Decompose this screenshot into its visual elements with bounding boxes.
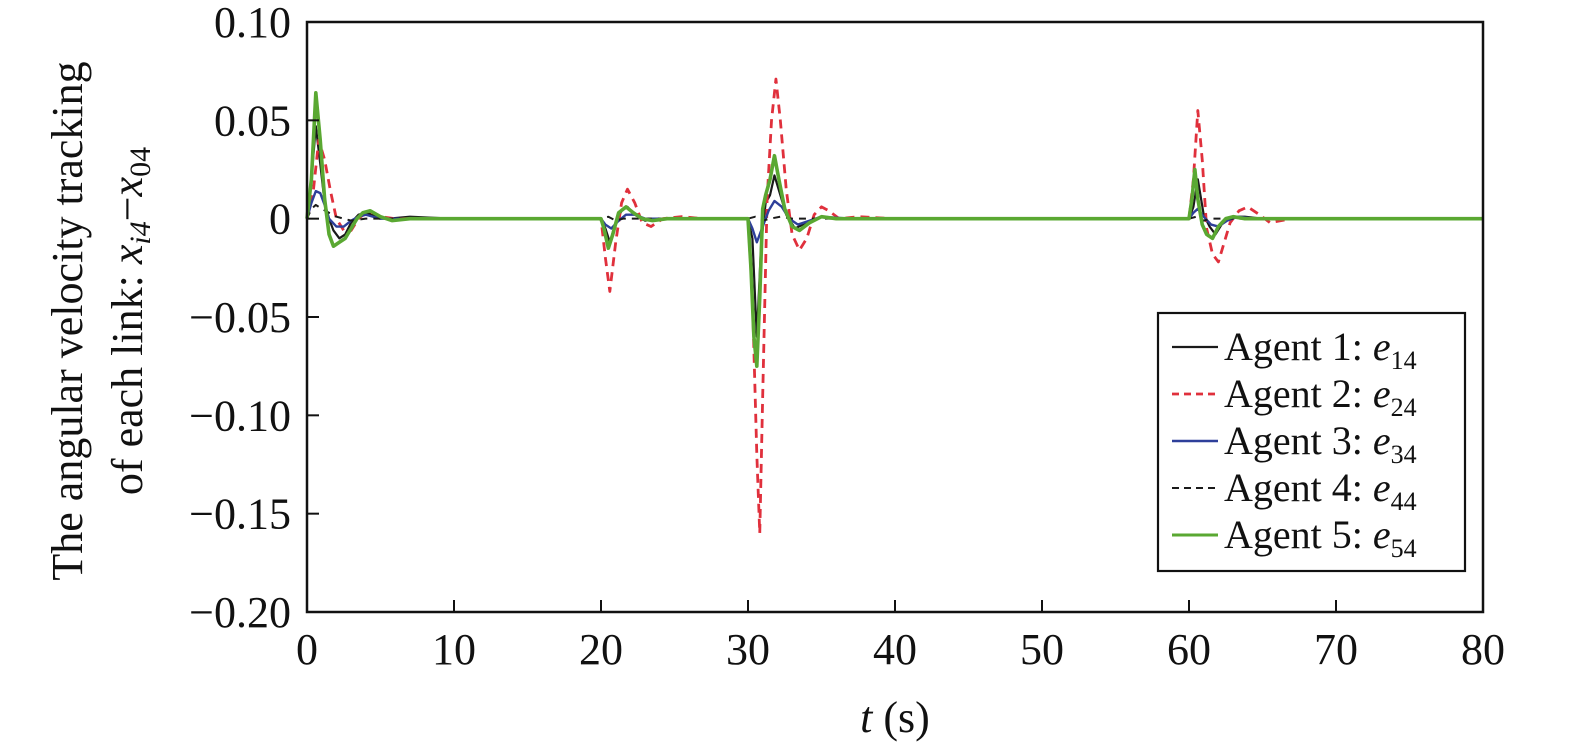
legend-label-var-3: e <box>1373 418 1391 463</box>
legend-label-var-1: e <box>1373 324 1391 369</box>
series-line-3 <box>305 189 1483 244</box>
x-tick-label-1: 10 <box>432 625 476 674</box>
legend-label-3: Agent 3: e34 <box>1224 418 1417 469</box>
legend-label-var-2: e <box>1373 371 1391 416</box>
x-tick-label-6: 60 <box>1167 625 1211 674</box>
y-tick-label-5: −0.15 <box>189 490 291 539</box>
y-axis-label-sub-b: 04 <box>124 147 157 177</box>
legend-label-name-4: Agent 4: <box>1224 465 1373 510</box>
x-tick-label-2: 20 <box>579 625 623 674</box>
x-tick-label-4: 40 <box>873 625 917 674</box>
y-axis-label-var-a: x <box>103 244 152 265</box>
y-tick-label-1: 0.05 <box>214 96 291 145</box>
x-tick-label-3: 30 <box>726 625 770 674</box>
y-axis-label-minus: − <box>103 196 152 221</box>
y-axis-ticks: 0.10 0.05 0 −0.05 −0.10 −0.15 −0.20 <box>189 0 319 637</box>
series-line-1 <box>305 125 1483 338</box>
x-axis-label-unit: (s) <box>872 693 929 742</box>
y-axis-label: The angular velocity tracking of each lin… <box>43 61 157 580</box>
x-axis-label-var: t <box>860 693 874 742</box>
legend-label-sub-4: 44 <box>1391 487 1417 516</box>
y-axis-label-line2: of each link: xi4−x04 <box>103 147 157 495</box>
legend-label-name-3: Agent 3: <box>1224 418 1373 463</box>
y-tick-label-0: 0.10 <box>214 0 291 47</box>
legend-label-name-2: Agent 2: <box>1224 371 1373 416</box>
x-tick-label-8: 80 <box>1461 625 1505 674</box>
y-axis-label-var-b: x <box>103 176 152 197</box>
y-tick-label-6: −0.20 <box>189 588 291 637</box>
legend-label-var-5: e <box>1373 512 1391 557</box>
x-tick-label-7: 70 <box>1314 625 1358 674</box>
x-axis-label: t (s) <box>860 693 930 742</box>
y-tick-label-2: 0 <box>269 195 291 244</box>
legend-label-2: Agent 2: e24 <box>1224 371 1417 422</box>
legend-label-sub-1: 14 <box>1391 346 1417 375</box>
legend-label-sub-3: 34 <box>1391 440 1417 469</box>
legend-label-name-1: Agent 1: <box>1224 324 1373 369</box>
y-axis-label-prefix: of each link: <box>103 264 152 495</box>
y-axis-label-sub-a: i4 <box>124 221 157 244</box>
legend-label-sub-5: 54 <box>1391 534 1417 563</box>
x-tick-label-5: 50 <box>1020 625 1064 674</box>
x-axis-label-text: t (s) <box>860 693 930 742</box>
y-tick-label-4: −0.10 <box>189 391 291 440</box>
series-line-4 <box>306 203 1483 222</box>
legend-label-5: Agent 5: e54 <box>1224 512 1417 563</box>
x-tick-label-0: 0 <box>296 625 318 674</box>
series-line-5 <box>305 91 1483 368</box>
legend-label-var-4: e <box>1373 465 1391 510</box>
legend-label-4: Agent 4: e44 <box>1224 465 1417 516</box>
y-tick-label-3: −0.05 <box>189 293 291 342</box>
series-layer <box>305 77 1483 535</box>
x-axis-ticks: 0 10 20 30 40 50 60 70 80 <box>296 600 1505 674</box>
y-axis-label-line1: The angular velocity tracking <box>43 61 92 580</box>
legend-label-1: Agent 1: e14 <box>1224 324 1417 375</box>
legend-label-sub-2: 24 <box>1391 393 1417 422</box>
legend-label-name-5: Agent 5: <box>1224 512 1373 557</box>
